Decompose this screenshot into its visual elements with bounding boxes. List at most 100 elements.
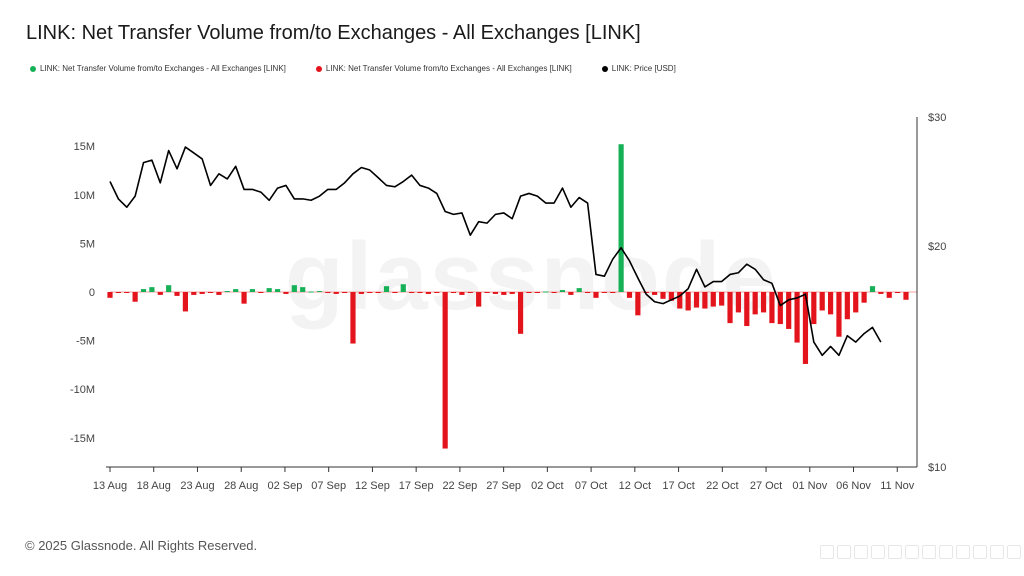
bar [274,289,281,292]
bar [677,292,683,309]
bar [283,292,289,294]
bar [853,292,859,313]
bar [367,292,373,293]
bar [635,292,641,316]
bar [191,292,197,295]
bar [794,292,800,343]
copyright-footer: © 2025 Glassnode. All Rights Reserved. [25,538,258,553]
x-tick-label: 28 Aug [224,480,258,492]
bar [777,292,783,325]
bar [626,292,633,298]
bar [383,286,390,292]
bar [752,292,758,315]
bar [610,292,616,293]
bar [559,290,566,292]
bar [308,291,314,293]
legend-item-outflow[interactable]: LINK: Net Transfer Volume from/to Exchan… [30,64,286,73]
bar [585,292,591,293]
bar [149,287,155,292]
bar [291,285,297,292]
x-tick-label: 01 Nov [792,480,827,492]
x-tick-label: 02 Oct [531,480,563,492]
bar [434,292,440,293]
bar [107,292,113,298]
x-tick-label: 11 Nov [880,480,915,492]
y-left-tick-label: -15M [70,433,95,445]
x-tick-label: 18 Aug [137,480,171,492]
x-tick-label: 22 Oct [706,480,738,492]
bar [836,292,842,337]
bar [601,292,607,293]
bar [693,292,700,308]
bar [727,292,733,324]
bar [861,292,867,303]
bar [568,292,574,295]
legend-dot-price [601,65,608,72]
bar [509,292,515,294]
x-tick-label: 12 Oct [619,480,651,492]
legend-label-outflow: LINK: Net Transfer Volume from/to Exchan… [40,64,286,73]
bar [760,292,767,313]
bar [417,292,423,293]
bar [903,292,909,300]
bar [350,292,356,344]
bar [157,292,163,295]
bar [886,292,892,298]
legend-label-inflow: LINK: Net Transfer Volume from/to Exchan… [325,64,572,73]
x-tick-label: 23 Aug [180,480,214,492]
bar [484,292,490,293]
watermark-logo-icon [820,545,1024,559]
x-tick-label: 06 Nov [836,480,871,492]
x-tick-label: 17 Oct [662,480,694,492]
bar [878,292,884,294]
bar [392,292,398,293]
bar [517,292,524,334]
bar [233,289,239,292]
bar [442,292,448,449]
x-tick-label: 27 Oct [750,480,782,492]
bar [652,292,658,295]
bar [501,292,507,295]
bar [258,292,264,293]
x-tick-label: 17 Sep [399,480,434,492]
y-left-tick-label: -10M [70,384,95,396]
legend: LINK: Net Transfer Volume from/to Exchan… [30,64,706,73]
bar [576,288,582,292]
bar [593,292,599,298]
legend-dot-inflow [315,65,322,72]
y-left-tick-label: 5M [80,238,95,250]
y-left-tick-label: 15M [74,141,95,153]
bar [534,292,540,293]
legend-item-price[interactable]: LINK: Price [USD] [601,64,676,73]
bar [618,144,624,292]
bar [300,287,306,292]
bar [827,292,834,315]
bar [869,286,876,292]
bar [241,292,247,304]
bar [543,291,549,293]
x-tick-label: 12 Sep [355,480,390,492]
y-left-tick-label: 10M [74,190,95,202]
x-tick-label: 02 Sep [268,480,303,492]
chart-title: LINK: Net Transfer Volume from/to Exchan… [26,22,641,44]
bar [702,292,708,309]
bar [325,292,331,293]
bar [802,292,809,364]
price-line-group [109,146,882,357]
bar [166,285,172,292]
bar [895,292,901,293]
bar [375,292,381,293]
bar [358,292,364,294]
bar [844,292,850,320]
bar [124,292,130,293]
x-tick-label: 22 Sep [442,480,477,492]
legend-dot-outflow [30,65,36,72]
bar [266,288,272,292]
bar [685,292,691,311]
legend-item-inflow[interactable]: LINK: Net Transfer Volume from/to Exchan… [315,64,572,73]
bar [467,292,473,293]
bar [199,292,205,294]
x-tick-label: 07 Oct [575,480,607,492]
bar [811,292,817,325]
